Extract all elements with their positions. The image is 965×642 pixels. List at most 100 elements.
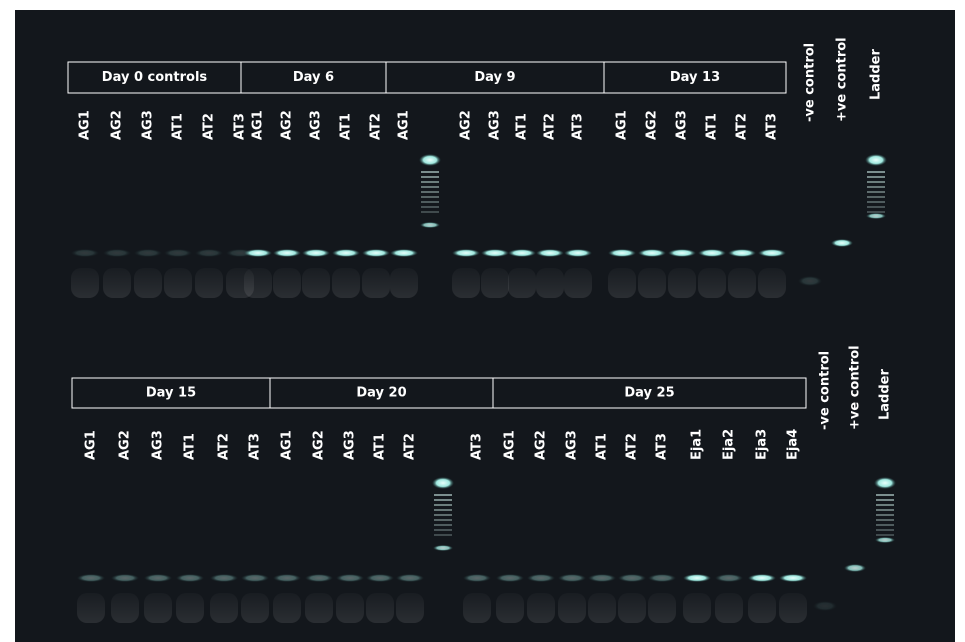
lane-smear: [648, 593, 676, 623]
lane-smear: [195, 268, 223, 298]
ladder-band: [421, 171, 439, 173]
ladder-band: [866, 213, 886, 219]
lane-label: Eja4: [786, 429, 801, 460]
lane-label: AG2: [534, 430, 549, 460]
ladder-band: [876, 514, 894, 516]
ladder-band: [421, 176, 439, 178]
ladder-band: [876, 529, 894, 531]
ladder-band: [421, 191, 439, 193]
ladder-band: [876, 519, 894, 521]
group-label: Day 0 controls: [102, 70, 208, 85]
lane-smear: [536, 268, 564, 298]
lane-label: AT1: [339, 113, 354, 140]
lane-smear: [564, 268, 592, 298]
band: [396, 574, 424, 582]
lane-label: AG2: [459, 110, 474, 140]
lane-label: AG1: [78, 110, 93, 140]
ladder-band: [434, 504, 452, 506]
band: [111, 574, 139, 582]
ladder-band: [865, 154, 887, 166]
band: [668, 249, 696, 257]
lane-label: AG1: [280, 430, 295, 460]
lane-smear: [176, 593, 204, 623]
band: [134, 249, 162, 257]
ladder-band: [874, 477, 896, 489]
lane-label: AT1: [595, 433, 610, 460]
ladder-band: [421, 186, 439, 188]
lane-label: AT3: [248, 433, 263, 460]
band: [305, 574, 333, 582]
lane-label: AG1: [503, 430, 518, 460]
lane-smear: [728, 268, 756, 298]
ladder-band: [876, 494, 894, 496]
band: [564, 249, 592, 257]
lane-smear: [779, 593, 807, 623]
lane-label: AT1: [171, 113, 186, 140]
band: [758, 249, 786, 257]
band: [536, 249, 564, 257]
band: [336, 574, 364, 582]
band: [588, 574, 616, 582]
band: [176, 574, 204, 582]
band: [273, 574, 301, 582]
band: [390, 249, 418, 257]
band: [103, 249, 131, 257]
lane-smear: [241, 593, 269, 623]
lane-smear: [638, 268, 666, 298]
ladder-band: [876, 504, 894, 506]
band: [195, 249, 223, 257]
group-label: Day 13: [670, 70, 720, 85]
band: [831, 239, 853, 247]
lane-smear: [273, 268, 301, 298]
control-label: +ve control: [835, 37, 850, 122]
ladder-band: [434, 514, 452, 516]
lane-label: AT1: [183, 433, 198, 460]
band: [508, 249, 536, 257]
lane-label: AT2: [625, 433, 640, 460]
ladder-band: [876, 524, 894, 526]
ladder-band: [421, 206, 439, 208]
lane-label: AT2: [369, 113, 384, 140]
band: [241, 574, 269, 582]
lane-smear: [103, 268, 131, 298]
group-label: Day 20: [356, 386, 406, 401]
ladder-band: [434, 519, 452, 521]
lane-smear: [77, 593, 105, 623]
ladder-band: [421, 201, 439, 203]
ladder-band: [434, 494, 452, 496]
lane-smear: [273, 593, 301, 623]
band: [558, 574, 586, 582]
group-label: Day 15: [146, 386, 196, 401]
ladder-band: [867, 211, 885, 213]
band: [798, 276, 822, 286]
lane-smear: [452, 268, 480, 298]
ladder-band: [420, 222, 440, 228]
band: [244, 249, 272, 257]
lane-smear: [698, 268, 726, 298]
lane-label: Eja3: [755, 429, 770, 460]
lane-label: AT2: [735, 113, 750, 140]
lane-smear: [558, 593, 586, 623]
band: [698, 249, 726, 257]
lane-label: AT1: [515, 113, 530, 140]
lane-label: AT3: [571, 113, 586, 140]
ladder-band: [867, 196, 885, 198]
lane-label: AG1: [251, 110, 266, 140]
lane-label: AG2: [118, 430, 133, 460]
band: [77, 574, 105, 582]
ladder-band: [876, 499, 894, 501]
band: [618, 574, 646, 582]
band: [844, 564, 866, 572]
ladder-band: [433, 545, 453, 551]
lane-label: AT3: [655, 433, 670, 460]
control-label: -ve control: [803, 43, 818, 122]
band: [748, 574, 776, 582]
band: [648, 574, 676, 582]
ladder-band: [867, 201, 885, 203]
ladder-band: [867, 186, 885, 188]
ladder-band: [434, 509, 452, 511]
lane-smear: [496, 593, 524, 623]
lane-label: AT3: [470, 433, 485, 460]
band: [164, 249, 192, 257]
lane-label: AG1: [84, 430, 99, 460]
